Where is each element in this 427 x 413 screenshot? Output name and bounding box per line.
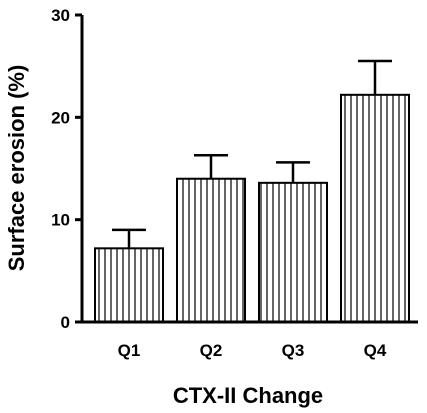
y-axis-title: Surface erosion (%) [4,65,29,272]
x-tick-label-q2: Q2 [200,341,223,360]
bar-q4 [340,93,410,323]
x-axis-title: CTX-II Change [173,383,323,408]
bar-q2 [176,177,246,323]
bar-q1 [94,247,164,324]
y-tick-label-10: 10 [51,211,70,230]
y-tick-label-30: 30 [51,6,70,25]
x-tick-label-q3: Q3 [282,341,305,360]
y-tick-label-20: 20 [51,108,70,127]
x-tick-label-q1: Q1 [118,341,141,360]
bar-q3 [258,181,328,323]
plot-area: Q1 Q2 Q3 Q4 0 10 20 30 [51,6,418,360]
y-tick-label-0: 0 [61,313,70,332]
x-tick-label-q4: Q4 [364,341,387,360]
